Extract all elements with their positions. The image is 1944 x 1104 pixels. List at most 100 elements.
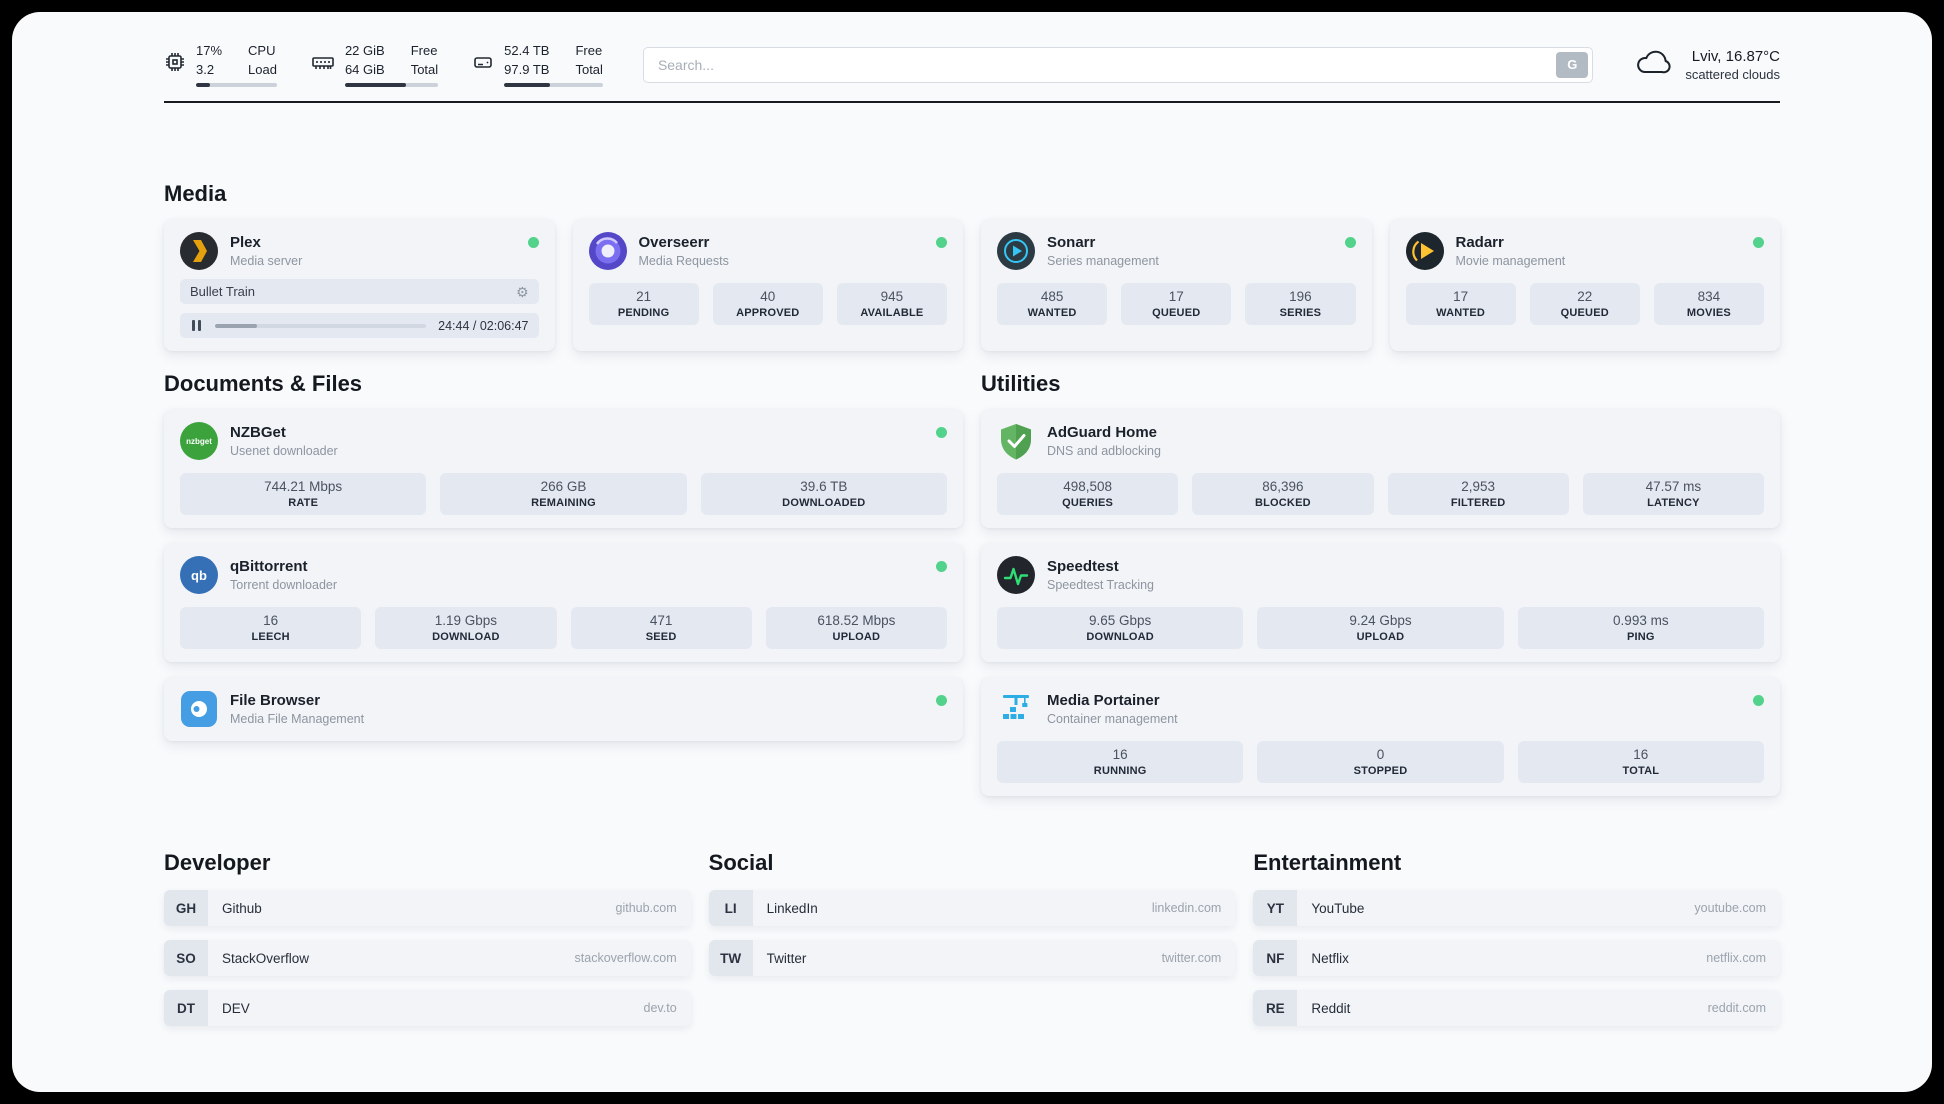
stat-label: LEECH <box>251 631 290 644</box>
stat-rate: 744.21 Mbps RATE <box>180 473 427 516</box>
stat-label: WANTED <box>1436 307 1486 320</box>
stat-latency: 47.57 ms LATENCY <box>1582 473 1764 516</box>
seek-bar[interactable] <box>215 323 427 328</box>
system-stats: 17% CPU 3.2 Load <box>164 42 603 88</box>
ram-free-value: 22 GiB <box>344 43 385 58</box>
bookmark-reddit[interactable]: RE Reddit reddit.com <box>1253 990 1780 1027</box>
section-title-entertainment: Entertainment <box>1253 850 1402 876</box>
weather-location-temp: Lviv, 16.87°C <box>1691 47 1780 65</box>
app-card-radarr[interactable]: Radarr Movie management 17 WANTED 22 QUE… <box>1389 219 1780 352</box>
stat-total: 16 TOTAL <box>1517 741 1764 784</box>
status-online-dot <box>936 561 947 573</box>
bookmark-linkedin[interactable]: LI LinkedIn linkedin.com <box>708 890 1236 927</box>
social-bookmarks: Social LI LinkedIn linkedin.com TW Twitt… <box>708 850 1236 977</box>
stat-label: QUEUED <box>1152 307 1201 320</box>
stat-label: DOWNLOADED <box>782 497 866 510</box>
bookmark-stackoverflow[interactable]: SO StackOverflow stackoverflow.com <box>164 940 691 977</box>
bookmark-twitter[interactable]: TW Twitter twitter.com <box>708 940 1236 977</box>
weather-condition: scattered clouds <box>1685 66 1780 82</box>
app-name: Media Portainer <box>1047 692 1160 710</box>
stat-label: FILTERED <box>1450 497 1506 510</box>
app-card-overseerr[interactable]: Overseerr Media Requests 21 PENDING 40 A… <box>572 219 963 352</box>
stat-value: 9.65 Gbps <box>1089 613 1152 629</box>
app-subtitle: Torrent downloader <box>230 578 338 593</box>
media-card-grid: Plex Media server Bullet Train ⚙ 24:44 /… <box>164 219 1780 352</box>
search-input[interactable] <box>642 46 1594 83</box>
bookmark-abbr: TW <box>708 940 753 977</box>
stat-value: 266 GB <box>540 479 587 495</box>
stat-value: 471 <box>649 613 673 629</box>
stat-value: 47.57 ms <box>1645 479 1702 495</box>
app-name: NZBGet <box>230 424 286 442</box>
hard-drive-icon <box>472 51 494 73</box>
stat-value: 744.21 Mbps <box>264 479 343 495</box>
bookmark-abbr: GH <box>164 890 208 927</box>
stat-wanted: 17 WANTED <box>1405 283 1516 326</box>
svg-text:qb: qb <box>191 568 207 583</box>
cloud-icon <box>1633 46 1673 83</box>
stat-pending: 21 PENDING <box>588 283 699 326</box>
bookmark-abbr: RE <box>1253 990 1298 1027</box>
stat-queued: 22 QUEUED <box>1529 283 1640 326</box>
bookmark-name: Netflix <box>1311 950 1349 966</box>
stat-label: UPLOAD <box>1356 631 1405 644</box>
status-online-dot <box>936 237 947 249</box>
app-subtitle: Media Requests <box>638 254 729 269</box>
stat-download: 1.19 Gbps DOWNLOAD <box>375 607 557 650</box>
app-card-speedtest[interactable]: Speedtest Speedtest Tracking 9.65 Gbps D… <box>981 543 1780 663</box>
app-name: AdGuard Home <box>1047 424 1158 442</box>
stat-label: LATENCY <box>1647 497 1700 510</box>
disk-usage-fill <box>504 83 550 88</box>
stat-download: 9.65 Gbps DOWNLOAD <box>997 607 1244 650</box>
ram-usage-fill <box>344 83 407 88</box>
stat-available: 945 AVAILABLE <box>836 283 948 326</box>
app-subtitle: Movie management <box>1455 254 1566 269</box>
app-subtitle: Container management <box>1047 712 1178 727</box>
documents-column: Documents & Files nzbget <box>164 371 963 742</box>
bookmark-abbr: LI <box>708 890 753 927</box>
status-online-dot <box>1753 237 1764 249</box>
app-card-nzbget[interactable]: nzbget NZBGet Usenet downloader 74 <box>164 409 963 529</box>
stat-label: BLOCKED <box>1254 497 1311 510</box>
bookmark-abbr: YT <box>1253 890 1298 927</box>
app-card-portainer[interactable]: Media Portainer Container management 16 … <box>981 677 1780 797</box>
cpu-percent: 17% <box>196 43 223 58</box>
bookmark-url: github.com <box>615 901 677 916</box>
stat-movies: 834 MOVIES <box>1653 283 1765 326</box>
ram-label-bottom: Total <box>410 61 439 77</box>
stat-approved: 40 APPROVED <box>712 283 823 326</box>
app-card-filebrowser[interactable]: File Browser Media File Management <box>164 677 963 742</box>
bookmark-dev[interactable]: DT DEV dev.to <box>164 990 691 1027</box>
seek-fill <box>215 323 258 328</box>
stat-value: 834 <box>1697 289 1721 305</box>
now-playing-title: Bullet Train <box>190 284 256 300</box>
stat-label: REMAINING <box>531 497 596 510</box>
app-card-qbittorrent[interactable]: qb qBittorrent Torrent downloader <box>164 543 963 663</box>
disk-label-top: Free <box>575 43 603 58</box>
app-name: Plex <box>230 234 261 252</box>
pause-icon[interactable] <box>190 318 203 333</box>
bookmark-youtube[interactable]: YT YouTube youtube.com <box>1253 890 1780 927</box>
app-card-plex[interactable]: Plex Media server Bullet Train ⚙ 24:44 /… <box>164 219 555 352</box>
status-online-dot <box>936 695 947 707</box>
adguard-shield-icon <box>997 422 1035 460</box>
stat-label: STOPPED <box>1353 765 1408 778</box>
app-name: File Browser <box>230 692 321 710</box>
app-card-sonarr[interactable]: Sonarr Series management 485 WANTED 17 Q… <box>981 219 1372 352</box>
sonarr-icon <box>997 232 1035 271</box>
qbittorrent-icon: qb <box>180 556 218 595</box>
stat-value: 86,396 <box>1262 479 1304 495</box>
stat-value: 22 <box>1577 289 1593 305</box>
stat-label: QUERIES <box>1062 497 1114 510</box>
app-name: Radarr <box>1455 234 1504 252</box>
entertainment-bookmarks: Entertainment YT YouTube youtube.com NF … <box>1253 850 1780 1027</box>
bookmark-netflix[interactable]: NF Netflix netflix.com <box>1253 940 1780 977</box>
disk-free-value: 52.4 TB <box>504 43 550 58</box>
bookmark-name: YouTube <box>1311 900 1365 916</box>
speedtest-pulse-icon <box>997 556 1035 595</box>
app-card-adguard[interactable]: AdGuard Home DNS and adblocking 498,508 … <box>981 409 1780 529</box>
settings-gear-icon[interactable]: ⚙ <box>515 283 529 300</box>
search-engine-button[interactable]: G <box>1556 51 1589 78</box>
bookmark-url: netflix.com <box>1706 951 1766 966</box>
bookmark-github[interactable]: GH Github github.com <box>164 890 691 927</box>
